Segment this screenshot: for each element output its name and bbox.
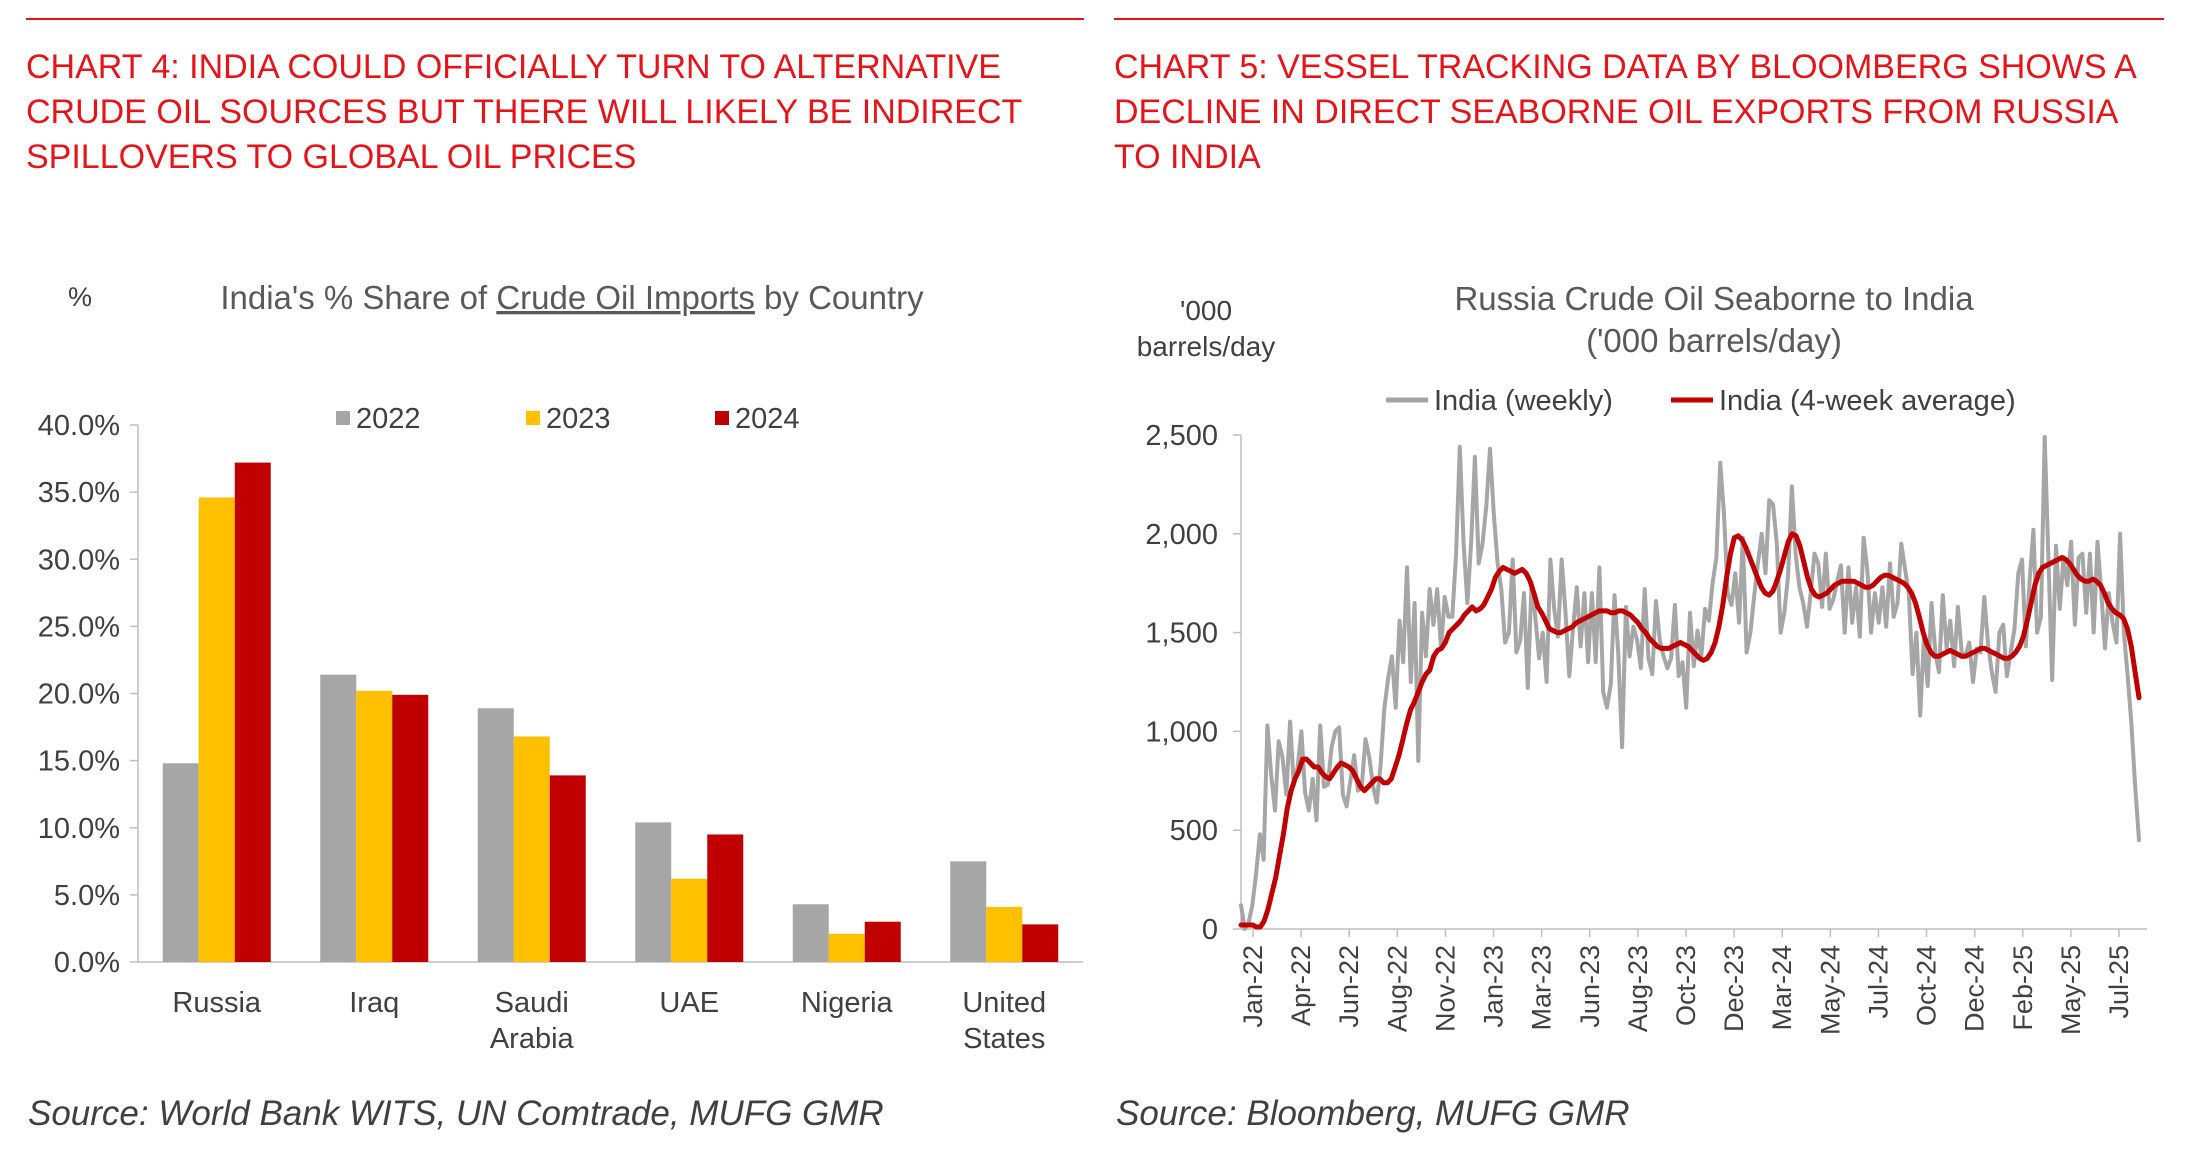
chart5-series-weekly-line xyxy=(1239,435,2141,931)
chart4-bar-2023-nigeria xyxy=(828,933,865,962)
chart4-title: India's % Share of Crude Oil Imports by … xyxy=(220,279,924,316)
chart5-y-tick-label: 0 xyxy=(1202,914,1218,946)
chart4-x-category-label: Nigeria xyxy=(801,987,894,1019)
chart4-y-tick-label: 5.0% xyxy=(54,880,120,912)
chart5-y-tick-label: 1,500 xyxy=(1145,618,1218,650)
chart5-x-tick-label: Jul-25 xyxy=(2104,945,2134,1019)
chart5-x-tick-label: Feb-25 xyxy=(2008,945,2038,1031)
chart4-bar-chart: India's % Share of Crude Oil Imports by … xyxy=(38,279,1083,1055)
chart4-bar-2022-united-states xyxy=(950,861,987,962)
chart4-legend-label: 2024 xyxy=(735,403,800,435)
chart4-y-tick-label: 30.0% xyxy=(38,544,120,576)
chart4-y-tick-label: 15.0% xyxy=(38,746,120,778)
chart5-x-tick-label: Oct-24 xyxy=(1912,945,1942,1026)
chart5-x-tick-label: Dec-24 xyxy=(1960,945,1990,1032)
chart4-bar-2022-saudi-arabia xyxy=(477,708,514,962)
chart4-legend-swatch-2023 xyxy=(526,411,540,425)
chart5-y-tick-label: 500 xyxy=(1170,815,1218,847)
chart4-x-category-label: Russia xyxy=(172,987,262,1019)
chart5-line-chart: Russia Crude Oil Seaborne to India ('000 … xyxy=(1137,280,2147,1035)
chart4-legend-swatch-2024 xyxy=(715,411,729,425)
chart5-x-tick-label: Nov-22 xyxy=(1430,945,1460,1032)
chart4-bar-2024-russia xyxy=(234,462,271,962)
chart4-title-part: by Country xyxy=(755,279,924,316)
chart4-x-category-label: Saudi xyxy=(495,987,569,1019)
chart5-x-tick-label: May-25 xyxy=(2056,945,2086,1035)
chart4-bar-2022-iraq xyxy=(320,674,357,962)
chart4-panel: CHART 4: INDIA COULD OFFICIALLY TURN TO … xyxy=(0,0,1090,1159)
chart4-title-underlined: Crude Oil Imports xyxy=(496,279,755,316)
chart5-legend-label: India (4-week average) xyxy=(1719,385,2016,417)
chart5-x-tick-label: Jun-23 xyxy=(1575,945,1605,1028)
chart4-y-tick-label: 20.0% xyxy=(38,679,120,711)
chart5-x-tick-label: Aug-23 xyxy=(1623,945,1653,1032)
chart4-y-tick-label: 0.0% xyxy=(54,947,120,979)
chart4-bar-2024-saudi-arabia xyxy=(549,775,586,962)
chart4-x-category-label: United xyxy=(962,987,1046,1019)
chart5-x-tick-label: Aug-22 xyxy=(1382,945,1412,1032)
chart4-legend-label: 2023 xyxy=(546,403,611,435)
chart4-bar-2023-saudi-arabia xyxy=(513,736,550,962)
chart4-title-part: India's % Share of xyxy=(220,279,496,316)
chart4-top-rule xyxy=(26,18,1084,20)
chart4-heading: CHART 4: INDIA COULD OFFICIALLY TURN TO … xyxy=(26,48,1022,176)
chart5-y-tick-label: 1,000 xyxy=(1145,716,1218,748)
chart5-heading: CHART 5: VESSEL TRACKING DATA BY BLOOMBE… xyxy=(1114,48,2135,176)
chart4-bar-2022-nigeria xyxy=(792,904,829,962)
chart4-bar-2024-iraq xyxy=(392,694,429,962)
chart5-x-tick-label: Jun-22 xyxy=(1334,945,1364,1028)
chart4-bar-2022-uae xyxy=(635,822,672,962)
chart4-bar-2023-uae xyxy=(671,878,708,962)
chart5-x-tick-label: Jan-23 xyxy=(1479,945,1509,1028)
chart4-y-tick-label: 40.0% xyxy=(38,410,120,442)
chart5-x-tick-label: Mar-23 xyxy=(1527,945,1557,1031)
chart5-x-tick-label: Oct-23 xyxy=(1671,945,1701,1026)
chart5-y-tick-label: 2,500 xyxy=(1145,420,1218,452)
chart5-top-rule xyxy=(1114,18,2164,20)
chart5-x-tick-label: Mar-24 xyxy=(1767,945,1797,1031)
chart5-y-tick-label: 2,000 xyxy=(1145,519,1218,551)
chart4-legend-swatch-2022 xyxy=(336,411,350,425)
chart5-y-unit-label: '000 xyxy=(1180,295,1232,326)
chart4-bar-2023-russia xyxy=(198,497,235,962)
chart5-source: Source: Bloomberg, MUFG GMR xyxy=(1116,1094,1630,1133)
chart4-x-category-label: UAE xyxy=(659,987,719,1019)
chart4-x-category-label: States xyxy=(963,1023,1045,1055)
chart4-y-tick-label: 35.0% xyxy=(38,477,120,509)
chart5-subtitle: ('000 barrels/day) xyxy=(1586,322,1842,359)
chart5-x-tick-label: Dec-23 xyxy=(1719,945,1749,1032)
chart4-bar-2024-uae xyxy=(707,834,744,962)
chart4-bar-2023-iraq xyxy=(356,690,393,962)
chart4-bar-2023-united-states xyxy=(986,906,1023,962)
chart5-x-tick-label: Jul-24 xyxy=(1863,945,1893,1019)
chart4-source: Source: World Bank WITS, UN Comtrade, MU… xyxy=(28,1094,884,1133)
chart5-y-unit-label: barrels/day xyxy=(1137,331,1276,362)
chart5-x-tick-label: Apr-22 xyxy=(1286,945,1316,1026)
chart4-bar-2024-united-states xyxy=(1022,924,1059,962)
chart4-bar-2022-russia xyxy=(162,763,199,962)
chart4-x-category-label: Arabia xyxy=(490,1023,575,1055)
chart4-y-tick-label: 25.0% xyxy=(38,611,120,643)
chart4-y-unit-label: % xyxy=(68,282,92,312)
chart4-bar-2024-nigeria xyxy=(864,921,901,962)
chart5-x-tick-label: Jan-22 xyxy=(1238,945,1268,1028)
chart5-x-tick-label: May-24 xyxy=(1815,945,1845,1035)
chart5-series-4wk-average-line xyxy=(1238,531,2142,930)
chart5-legend-label: India (weekly) xyxy=(1434,385,1613,417)
chart4-y-tick-label: 10.0% xyxy=(38,813,120,845)
chart4-x-category-label: Iraq xyxy=(349,987,399,1019)
chart4-legend-label: 2022 xyxy=(356,403,421,435)
chart5-panel: CHART 5: VESSEL TRACKING DATA BY BLOOMBE… xyxy=(1110,0,2190,1159)
chart5-title: Russia Crude Oil Seaborne to India xyxy=(1454,280,1974,317)
